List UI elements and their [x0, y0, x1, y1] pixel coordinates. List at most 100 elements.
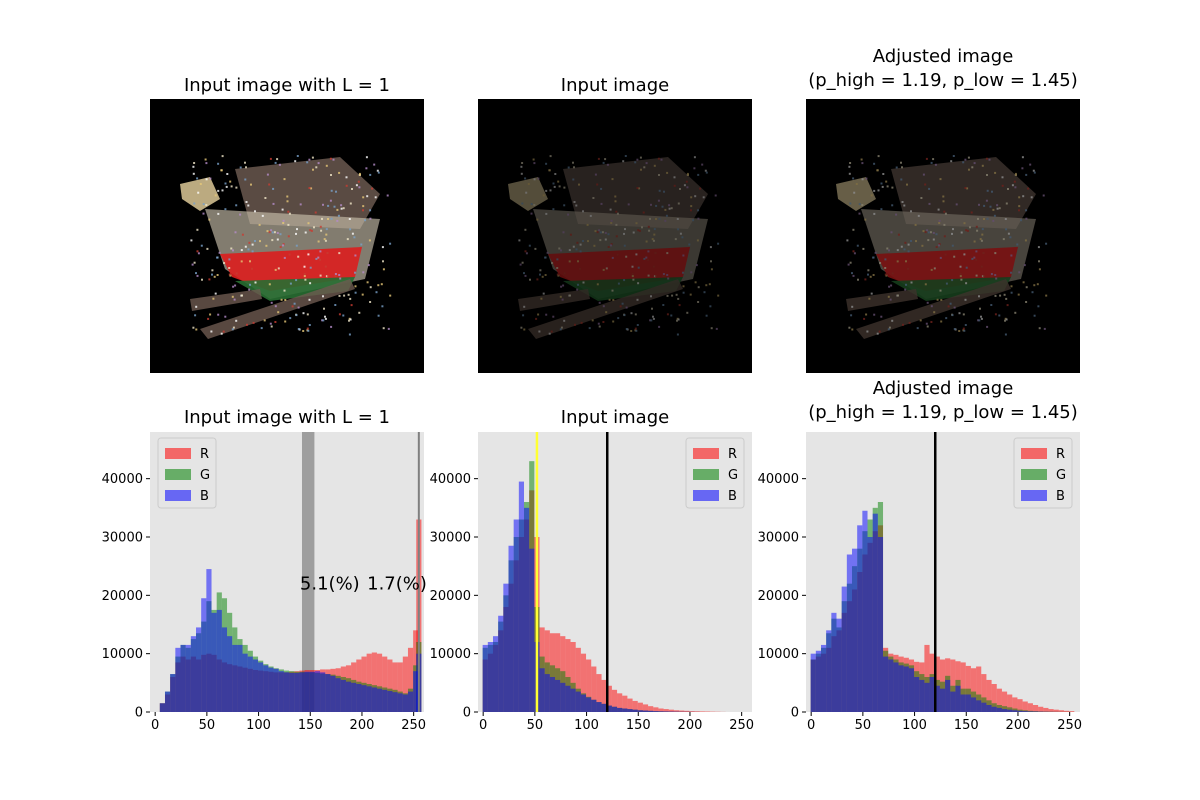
bar-B: [482, 644, 488, 712]
bar-R: [1017, 699, 1023, 712]
bar-R: [1048, 709, 1054, 712]
bar-B: [340, 679, 346, 712]
legend-label-G: G: [728, 468, 738, 483]
legend-swatch-B: [165, 490, 191, 501]
bar-R: [699, 711, 705, 712]
bar-B: [945, 679, 951, 712]
image-title-3-line2: (p_high = 1.19, p_low = 1.45): [808, 70, 1078, 91]
ship-cradle: [856, 279, 1011, 339]
bar-B: [908, 668, 915, 712]
y-tick-label: 30000: [430, 531, 471, 546]
bar-R: [622, 695, 628, 712]
bar-B: [601, 703, 607, 712]
bar-B: [965, 694, 971, 712]
bar-B: [663, 711, 669, 712]
bar-R: [1032, 705, 1039, 712]
ship-image-full-brightness: [150, 99, 424, 373]
bar-B: [1017, 710, 1023, 712]
bar-B: [221, 627, 228, 712]
bar-B: [1022, 711, 1028, 712]
bar-B: [498, 615, 504, 712]
ship-cradle-side: [846, 289, 918, 311]
bar-B: [330, 675, 336, 712]
bar-B: [402, 694, 408, 712]
bar-B: [258, 662, 264, 712]
bar-G: [1027, 710, 1033, 712]
bar-R: [637, 702, 643, 712]
hist-title-3-line2: (p_high = 1.19, p_low = 1.45): [808, 402, 1078, 423]
ship-superstructure: [563, 157, 708, 229]
legend-label-G: G: [1056, 468, 1066, 483]
legend: RGB: [685, 437, 745, 509]
bar-R: [617, 693, 623, 712]
bar-B: [586, 697, 592, 712]
bar-B: [503, 583, 509, 712]
bar-B: [513, 519, 519, 712]
bar-B: [376, 688, 383, 712]
bar-B: [611, 706, 618, 712]
bar-B: [852, 548, 858, 712]
ship-superstructure: [891, 157, 1036, 229]
y-tick-label: 10000: [430, 647, 471, 662]
bar-B: [648, 710, 654, 712]
bar-B: [632, 709, 638, 712]
bar-B: [939, 688, 946, 712]
bar-B: [170, 674, 176, 712]
bar-B: [950, 691, 956, 712]
bar-B: [529, 548, 535, 712]
bar-R: [1012, 697, 1018, 712]
bar-B: [903, 666, 909, 712]
bar-R: [596, 674, 602, 712]
legend: RGB: [157, 437, 217, 509]
hist-title-1: Input image with L = 1: [184, 407, 390, 428]
annotation-label: 1.7(%): [367, 574, 427, 595]
bar-B: [996, 707, 1002, 712]
x-tick-label: 50: [855, 718, 872, 733]
bar-B: [810, 653, 816, 712]
x-tick-label: 150: [626, 718, 651, 733]
bar-B: [294, 672, 300, 712]
legend-swatch-G: [1021, 469, 1047, 480]
bar-B: [637, 710, 643, 712]
bar-B: [862, 510, 868, 712]
ship-cradle-side: [190, 289, 262, 311]
hist-title-2: Input image: [561, 407, 669, 428]
bar-B: [596, 702, 602, 712]
bar-B: [549, 677, 556, 712]
bar-B: [877, 537, 884, 712]
bar-B: [175, 647, 181, 712]
legend-label-B: B: [200, 489, 209, 504]
bar-B: [888, 659, 894, 712]
bar-R: [1022, 701, 1028, 712]
bar-B: [575, 691, 581, 712]
bar-R: [402, 656, 408, 712]
bar-R: [981, 674, 987, 712]
bar-B: [622, 708, 628, 712]
bar-R: [970, 668, 977, 712]
bar-R: [1027, 703, 1033, 712]
x-tick-label: 200: [350, 718, 375, 733]
bar-R: [694, 711, 700, 712]
legend-label-B: B: [728, 489, 737, 504]
bar-R: [1043, 707, 1049, 712]
x-tick-label: 250: [729, 718, 754, 733]
bar-B: [570, 688, 576, 712]
bar-R: [663, 709, 669, 712]
bar-B: [846, 554, 853, 712]
bar-R: [591, 666, 597, 712]
bar-B: [653, 711, 659, 712]
bar-B: [991, 706, 997, 712]
x-tick-label: 50: [199, 718, 216, 733]
bar-B: [1001, 709, 1008, 712]
bar-B: [518, 481, 525, 712]
bar-R: [611, 689, 618, 712]
bar-B: [366, 686, 372, 712]
bar-B: [299, 672, 305, 712]
y-tick-label: 0: [791, 706, 799, 721]
bar-B: [617, 707, 623, 712]
legend-label-G: G: [200, 468, 210, 483]
bar-B: [413, 671, 419, 712]
bar-R: [976, 666, 982, 712]
bar-B: [815, 650, 821, 712]
highlight-band: [301, 432, 315, 712]
